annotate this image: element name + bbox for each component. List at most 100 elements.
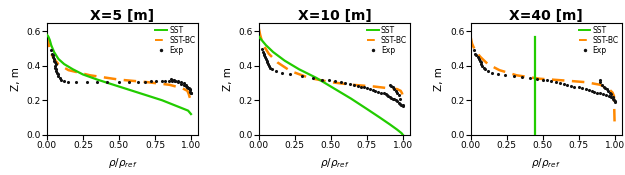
Point: [179, 83, 189, 86]
Point: [336, 81, 346, 84]
Point: [595, 92, 605, 95]
Point: [388, 86, 398, 89]
Point: [184, 87, 194, 90]
Point: [476, 63, 486, 65]
Point: [385, 83, 395, 86]
Point: [603, 89, 613, 92]
Point: [469, 49, 479, 52]
Y-axis label: Z, m: Z, m: [434, 67, 444, 91]
Point: [52, 71, 62, 74]
Point: [609, 99, 619, 102]
X-axis label: $\rho/\rho_{ref}$: $\rho/\rho_{ref}$: [531, 156, 561, 170]
Point: [584, 89, 594, 91]
Point: [50, 66, 60, 69]
Point: [609, 100, 619, 103]
Point: [267, 68, 277, 71]
Point: [259, 54, 269, 57]
Point: [562, 83, 572, 86]
Point: [92, 81, 103, 84]
Point: [56, 78, 66, 81]
Point: [47, 52, 57, 55]
Point: [392, 91, 402, 94]
Point: [395, 97, 405, 100]
Point: [609, 101, 619, 103]
Point: [132, 81, 142, 84]
Point: [50, 64, 60, 67]
Point: [601, 94, 611, 97]
Point: [597, 83, 607, 86]
Point: [398, 105, 408, 108]
Point: [606, 95, 616, 98]
Point: [587, 89, 597, 92]
Point: [368, 89, 378, 91]
Point: [71, 81, 81, 84]
Point: [356, 85, 366, 88]
Point: [483, 70, 493, 72]
Point: [260, 56, 270, 59]
Point: [297, 75, 307, 78]
Point: [574, 86, 584, 89]
Point: [542, 79, 552, 82]
Point: [546, 80, 556, 83]
Point: [173, 81, 183, 84]
Point: [594, 79, 604, 82]
Point: [170, 80, 180, 83]
Point: [263, 63, 273, 65]
Point: [169, 79, 179, 82]
Point: [383, 94, 393, 97]
Point: [264, 64, 274, 67]
Point: [309, 76, 319, 79]
Point: [559, 83, 569, 85]
Point: [55, 76, 65, 79]
Point: [373, 90, 383, 93]
Legend: SST, SST-BC, Exp: SST, SST-BC, Exp: [154, 25, 196, 56]
X-axis label: $\rho/\rho_{ref}$: $\rho/\rho_{ref}$: [319, 156, 349, 170]
Point: [576, 87, 586, 90]
Point: [371, 89, 381, 92]
Point: [472, 56, 482, 59]
Point: [48, 54, 58, 57]
Point: [48, 56, 58, 59]
Point: [391, 99, 401, 102]
Legend: SST, SST-BC, Exp: SST, SST-BC, Exp: [366, 25, 408, 56]
Point: [271, 70, 281, 72]
Point: [476, 61, 486, 64]
Title: X=5 [m]: X=5 [m]: [91, 9, 154, 23]
Point: [470, 52, 480, 55]
Point: [604, 94, 614, 97]
Point: [493, 73, 503, 76]
Point: [166, 77, 176, 80]
Point: [385, 95, 395, 98]
Point: [164, 80, 174, 83]
Point: [581, 88, 591, 90]
Point: [265, 66, 275, 69]
Point: [340, 82, 350, 85]
Point: [394, 94, 404, 97]
Point: [386, 84, 396, 87]
Point: [608, 97, 618, 100]
Y-axis label: Z, m: Z, m: [222, 67, 232, 91]
Point: [391, 89, 401, 92]
Point: [46, 49, 56, 52]
Point: [124, 81, 134, 84]
Point: [286, 73, 296, 76]
Point: [396, 103, 406, 106]
Point: [184, 88, 194, 90]
Point: [262, 61, 272, 64]
Point: [168, 78, 177, 81]
Point: [170, 80, 180, 83]
Y-axis label: Z, m: Z, m: [11, 67, 21, 91]
Point: [50, 61, 60, 64]
Legend: SST, SST-BC, Exp: SST, SST-BC, Exp: [578, 25, 619, 56]
Point: [102, 81, 112, 84]
Point: [168, 80, 177, 83]
Point: [151, 80, 161, 83]
Point: [140, 81, 150, 84]
Point: [259, 52, 269, 55]
Point: [555, 82, 565, 85]
Point: [592, 91, 602, 94]
Point: [173, 80, 183, 83]
Point: [53, 75, 63, 78]
Point: [381, 93, 391, 96]
Point: [362, 87, 372, 90]
